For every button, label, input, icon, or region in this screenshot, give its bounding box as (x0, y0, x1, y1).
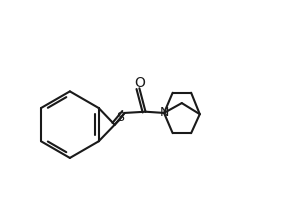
Text: S: S (116, 111, 124, 124)
Text: O: O (134, 76, 145, 90)
Text: N: N (159, 106, 169, 119)
